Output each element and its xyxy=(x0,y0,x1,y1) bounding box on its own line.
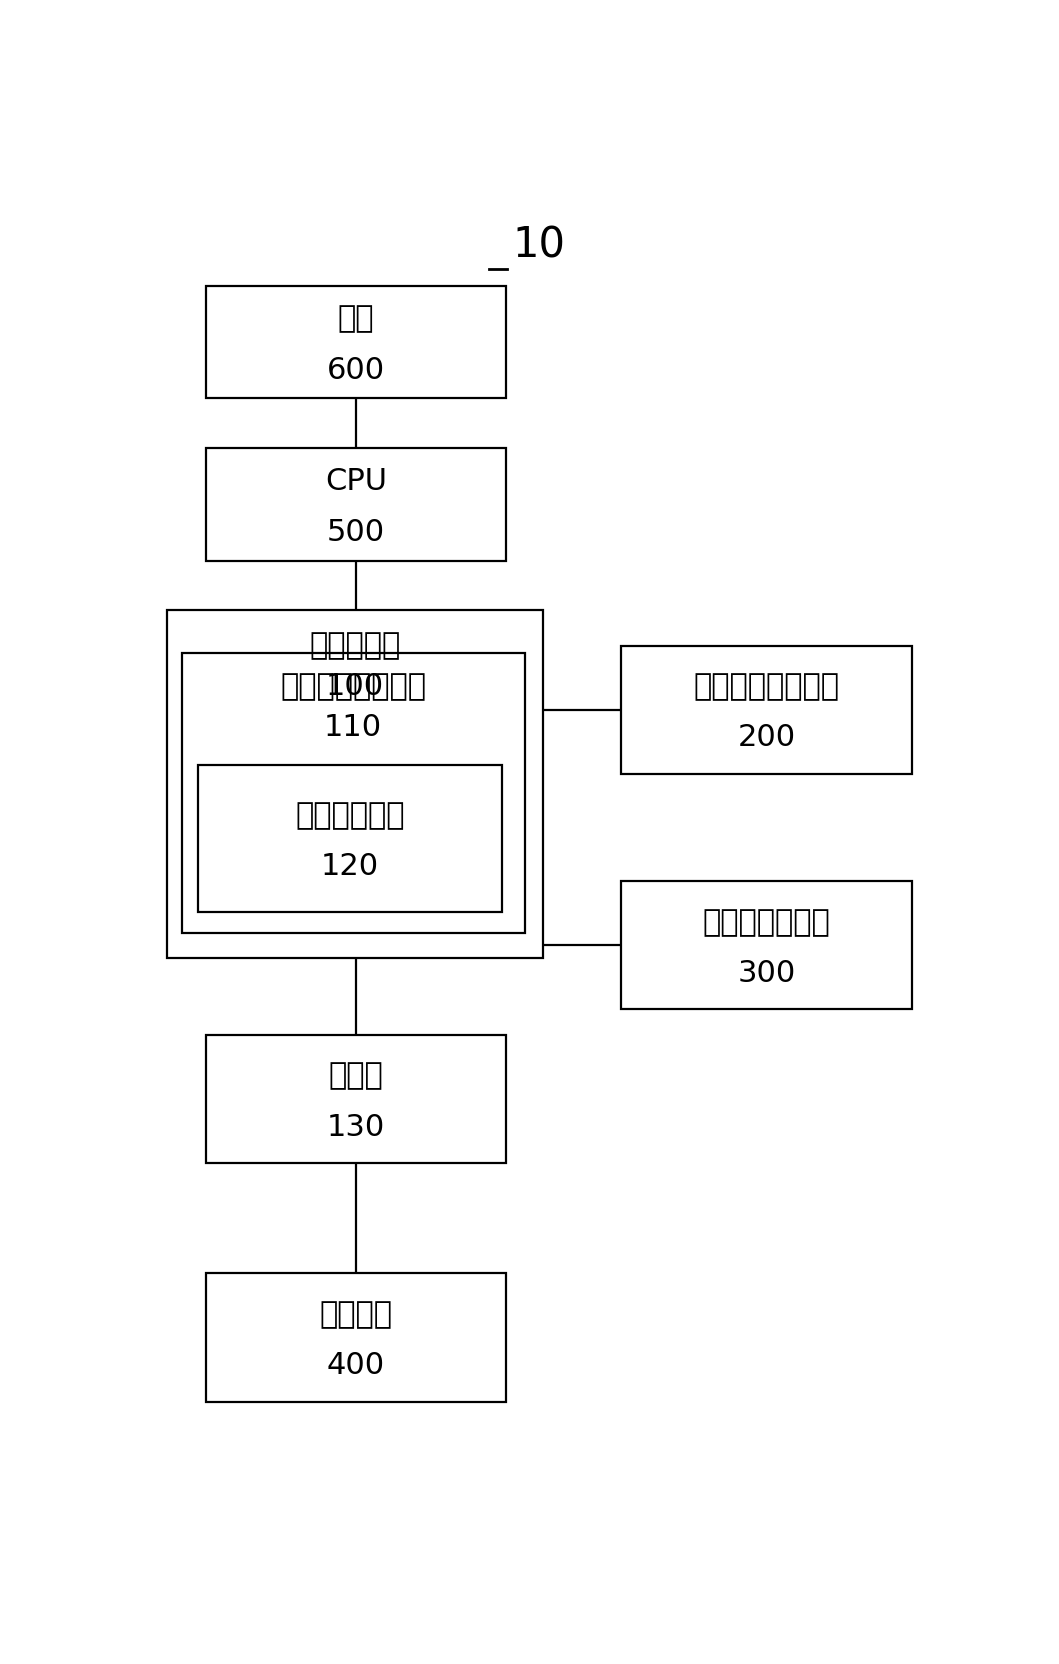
Text: 300: 300 xyxy=(737,958,795,988)
Text: 加热控制装置: 加热控制装置 xyxy=(295,800,405,830)
Text: CPU: CPU xyxy=(325,468,387,496)
Text: 130: 130 xyxy=(327,1113,385,1142)
Text: 硬盘: 硬盘 xyxy=(338,305,374,333)
Text: 500: 500 xyxy=(327,518,385,547)
Text: 机器可读存储介质: 机器可读存储介质 xyxy=(281,672,426,701)
Text: 200: 200 xyxy=(737,724,795,752)
FancyBboxPatch shape xyxy=(167,609,542,958)
Text: 加热器件: 加热器件 xyxy=(320,1300,393,1330)
Text: 10: 10 xyxy=(513,225,566,266)
Text: 主控板温度传感器: 主控板温度传感器 xyxy=(694,672,840,701)
FancyBboxPatch shape xyxy=(198,765,502,912)
Text: 110: 110 xyxy=(324,714,382,742)
Text: 400: 400 xyxy=(327,1351,385,1379)
Text: 120: 120 xyxy=(321,852,379,880)
Text: 600: 600 xyxy=(327,356,385,384)
Text: 微控制单元: 微控制单元 xyxy=(309,631,400,661)
FancyBboxPatch shape xyxy=(621,646,912,774)
FancyBboxPatch shape xyxy=(207,286,506,398)
Text: 硬盘温度传感器: 硬盘温度传感器 xyxy=(702,909,830,937)
FancyBboxPatch shape xyxy=(207,1273,506,1401)
FancyBboxPatch shape xyxy=(182,654,524,932)
Text: 处理器: 处理器 xyxy=(328,1062,383,1090)
FancyBboxPatch shape xyxy=(207,1035,506,1163)
Text: 100: 100 xyxy=(326,672,383,701)
FancyBboxPatch shape xyxy=(207,448,506,561)
FancyBboxPatch shape xyxy=(621,882,912,1010)
